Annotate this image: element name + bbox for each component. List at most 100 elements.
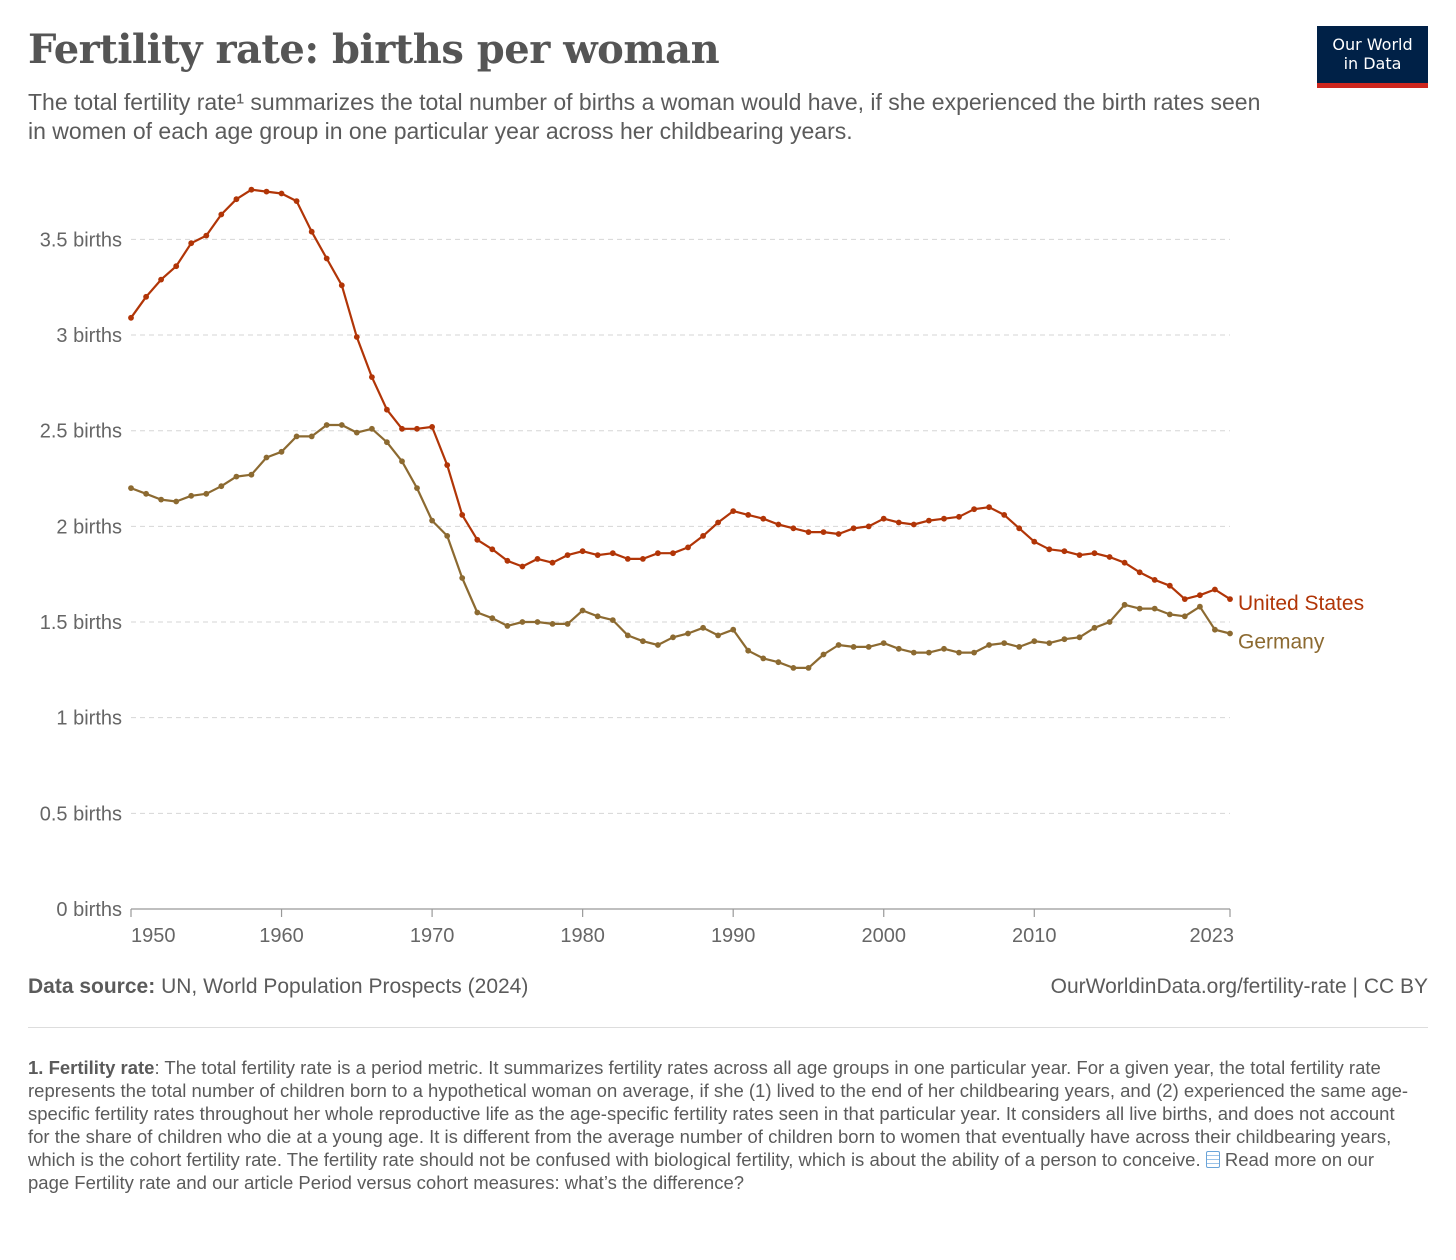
data-point[interactable] bbox=[850, 525, 857, 532]
data-point[interactable] bbox=[986, 504, 992, 511]
data-point[interactable] bbox=[1091, 550, 1098, 557]
data-point[interactable] bbox=[474, 536, 481, 543]
data-point[interactable] bbox=[519, 619, 526, 625]
data-point[interactable] bbox=[203, 490, 210, 497]
data-point[interactable] bbox=[775, 521, 782, 528]
data-point[interactable] bbox=[745, 647, 752, 654]
data-point[interactable] bbox=[670, 550, 676, 557]
owid-logo[interactable]: Our World in Data bbox=[1317, 26, 1428, 88]
data-point[interactable] bbox=[143, 293, 150, 300]
data-point[interactable] bbox=[263, 188, 270, 195]
data-point[interactable] bbox=[790, 525, 797, 532]
data-point[interactable] bbox=[564, 621, 571, 627]
data-point[interactable] bbox=[579, 607, 586, 614]
data-point[interactable] bbox=[218, 211, 225, 218]
data-point[interactable] bbox=[760, 515, 767, 522]
data-point[interactable] bbox=[549, 621, 556, 627]
data-point[interactable] bbox=[655, 642, 661, 648]
data-point[interactable] bbox=[730, 626, 737, 633]
series-line-germany[interactable] bbox=[130, 423, 1231, 670]
data-point[interactable] bbox=[715, 519, 721, 526]
data-point[interactable] bbox=[369, 374, 375, 380]
data-point[interactable] bbox=[775, 659, 782, 666]
data-point[interactable] bbox=[865, 644, 872, 650]
data-point[interactable] bbox=[293, 433, 300, 440]
data-point[interactable] bbox=[278, 190, 285, 197]
data-point[interactable] bbox=[1151, 605, 1158, 612]
data-point[interactable] bbox=[594, 613, 601, 620]
data-point[interactable] bbox=[1001, 640, 1008, 646]
data-point[interactable] bbox=[1061, 636, 1068, 643]
data-point[interactable] bbox=[203, 232, 210, 239]
data-point[interactable] bbox=[414, 425, 420, 432]
data-point[interactable] bbox=[504, 623, 511, 629]
data-point[interactable] bbox=[926, 517, 932, 524]
data-point[interactable] bbox=[1031, 538, 1038, 545]
data-point[interactable] bbox=[1136, 605, 1143, 612]
data-point[interactable] bbox=[640, 556, 646, 562]
data-point[interactable] bbox=[128, 314, 134, 321]
data-point[interactable] bbox=[1197, 592, 1203, 599]
data-point[interactable] bbox=[655, 550, 661, 557]
data-point[interactable] bbox=[640, 638, 646, 645]
data-point[interactable] bbox=[308, 433, 315, 440]
data-point[interactable] bbox=[323, 255, 330, 262]
data-point[interactable] bbox=[941, 515, 947, 522]
data-point[interactable] bbox=[384, 406, 390, 413]
data-point[interactable] bbox=[459, 512, 466, 518]
data-point[interactable] bbox=[534, 556, 541, 562]
data-point[interactable] bbox=[489, 546, 496, 553]
data-point[interactable] bbox=[353, 429, 360, 436]
data-point[interactable] bbox=[1227, 630, 1233, 637]
data-point[interactable] bbox=[233, 473, 240, 480]
data-point[interactable] bbox=[895, 519, 902, 526]
data-point[interactable] bbox=[143, 490, 150, 497]
data-point[interactable] bbox=[519, 563, 526, 570]
data-point[interactable] bbox=[730, 508, 737, 514]
data-point[interactable] bbox=[820, 529, 827, 535]
data-point[interactable] bbox=[1212, 626, 1218, 633]
series-label[interactable]: Germany bbox=[1238, 631, 1325, 654]
data-point[interactable] bbox=[1076, 634, 1083, 641]
data-point[interactable] bbox=[384, 439, 390, 446]
data-point[interactable] bbox=[1181, 613, 1188, 620]
data-point[interactable] bbox=[835, 531, 842, 537]
data-point[interactable] bbox=[956, 649, 962, 656]
data-point[interactable] bbox=[263, 454, 270, 461]
data-point[interactable] bbox=[504, 557, 511, 564]
series-line-united-states[interactable] bbox=[130, 188, 1231, 601]
data-point[interactable] bbox=[790, 665, 797, 671]
data-point[interactable] bbox=[1136, 569, 1143, 576]
data-point[interactable] bbox=[895, 645, 902, 652]
data-point[interactable] bbox=[1001, 512, 1008, 518]
data-point[interactable] bbox=[1151, 577, 1158, 583]
data-point[interactable] bbox=[1016, 525, 1023, 532]
data-point[interactable] bbox=[444, 533, 451, 539]
data-point[interactable] bbox=[1181, 596, 1188, 602]
data-point[interactable] bbox=[1166, 611, 1173, 618]
data-point[interactable] bbox=[910, 521, 917, 528]
data-point[interactable] bbox=[489, 615, 496, 622]
data-point[interactable] bbox=[474, 609, 481, 616]
data-point[interactable] bbox=[956, 513, 962, 520]
data-point[interactable] bbox=[1016, 644, 1023, 650]
data-point[interactable] bbox=[670, 634, 676, 641]
data-point[interactable] bbox=[971, 506, 977, 513]
data-point[interactable] bbox=[158, 276, 165, 283]
data-point[interactable] bbox=[549, 559, 556, 566]
data-point[interactable] bbox=[293, 198, 300, 205]
data-point[interactable] bbox=[1031, 638, 1038, 645]
data-point[interactable] bbox=[609, 550, 616, 557]
data-point[interactable] bbox=[820, 651, 827, 658]
data-point[interactable] bbox=[218, 483, 225, 490]
data-point[interactable] bbox=[248, 186, 255, 193]
series-label[interactable]: United States bbox=[1238, 592, 1364, 615]
data-point[interactable] bbox=[173, 498, 180, 505]
data-point[interactable] bbox=[850, 644, 857, 650]
data-point[interactable] bbox=[429, 517, 435, 524]
data-point[interactable] bbox=[624, 632, 631, 639]
data-point[interactable] bbox=[158, 496, 165, 503]
data-point[interactable] bbox=[805, 529, 812, 535]
data-point[interactable] bbox=[188, 492, 195, 499]
data-point[interactable] bbox=[700, 624, 706, 631]
